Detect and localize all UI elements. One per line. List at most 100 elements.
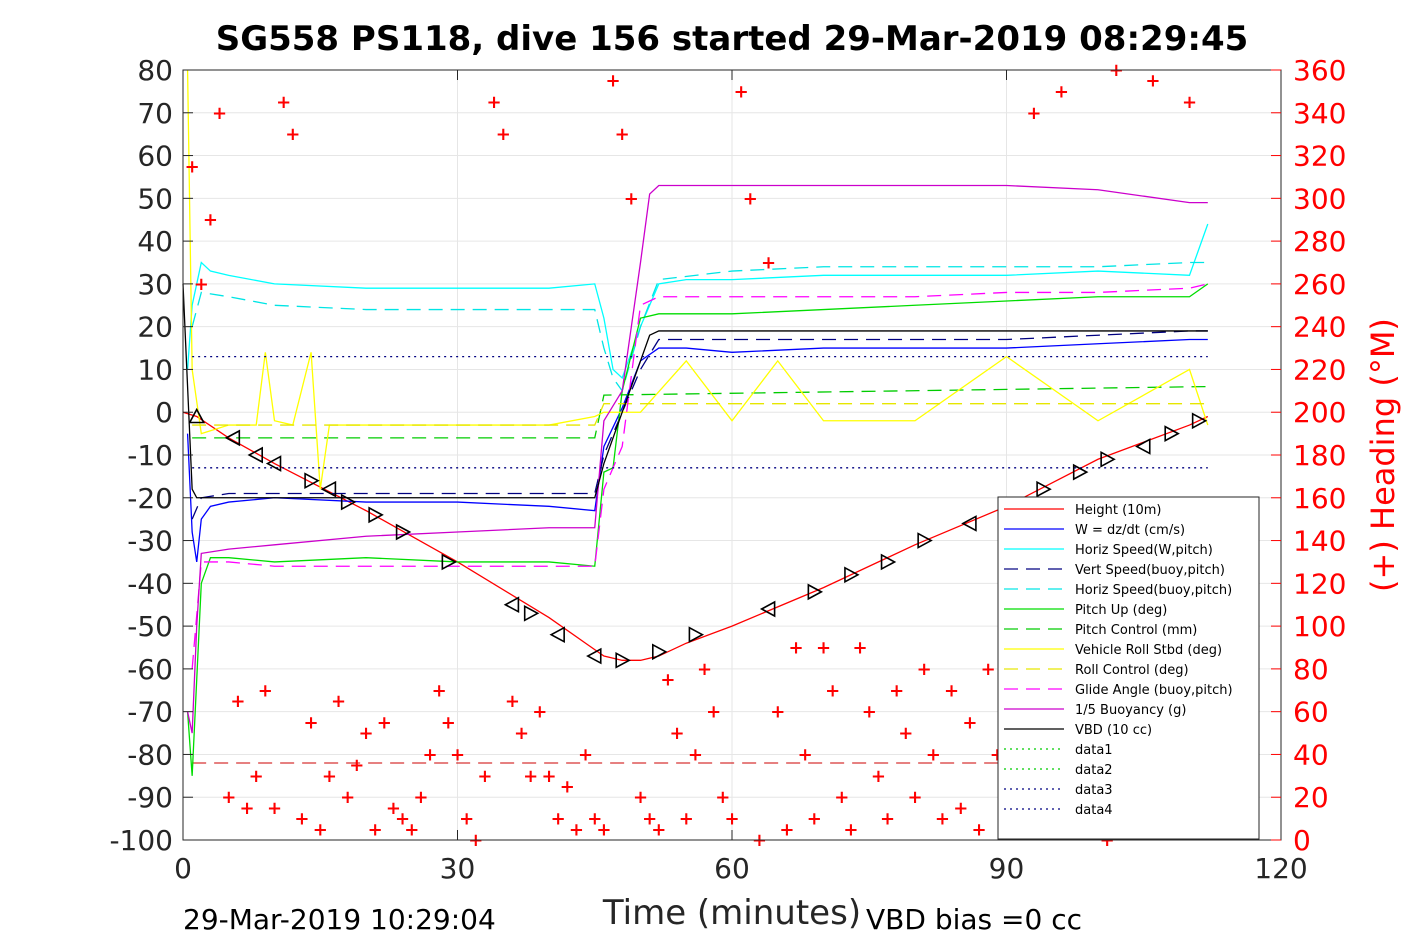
heading-point: + bbox=[972, 819, 987, 840]
y-tick-label: 40 bbox=[137, 225, 173, 258]
series-line-2 bbox=[186, 223, 1209, 380]
y2-tick-label: 180 bbox=[1293, 439, 1346, 472]
series-line-11 bbox=[182, 283, 1208, 499]
heading-point: + bbox=[258, 680, 273, 701]
triangle-marker bbox=[688, 626, 705, 644]
triangle-marker bbox=[188, 407, 206, 424]
heading-point: + bbox=[294, 809, 309, 830]
heading-point: + bbox=[642, 809, 657, 830]
legend-label: data4 bbox=[1075, 803, 1113, 818]
heading-point: + bbox=[1145, 71, 1160, 92]
heading-point: + bbox=[212, 103, 227, 124]
y2-tick-label: 260 bbox=[1293, 268, 1346, 301]
heading-point: + bbox=[194, 274, 209, 295]
triangle-marker bbox=[368, 506, 384, 524]
heading-point: + bbox=[926, 744, 941, 765]
heading-point: + bbox=[843, 819, 858, 840]
series-line-3 bbox=[191, 330, 1208, 520]
heading-point: + bbox=[834, 787, 849, 808]
heading-point: + bbox=[505, 691, 520, 712]
legend-label: Pitch Control (mm) bbox=[1075, 623, 1197, 638]
heading-point: + bbox=[578, 744, 593, 765]
triangle-marker bbox=[759, 600, 776, 618]
heading-point: + bbox=[706, 702, 721, 723]
heading-point: + bbox=[276, 92, 291, 113]
heading-point: + bbox=[304, 712, 319, 733]
heading-point: + bbox=[596, 819, 611, 840]
x-tick-label: 30 bbox=[440, 852, 476, 885]
heading-point: + bbox=[432, 680, 447, 701]
heading-point: + bbox=[285, 124, 300, 145]
x-axis-label: Time (minutes) bbox=[602, 893, 861, 933]
x-tick-label: 0 bbox=[174, 852, 192, 885]
heading-point: + bbox=[606, 71, 621, 92]
y-tick-label: 80 bbox=[137, 54, 173, 87]
triangle-marker bbox=[917, 532, 933, 549]
heading-point: + bbox=[880, 809, 895, 830]
series-line-9 bbox=[191, 283, 1208, 669]
heading-point: + bbox=[935, 809, 950, 830]
heading-point: + bbox=[358, 723, 373, 744]
triangle-marker bbox=[523, 604, 540, 622]
legend-label: Roll Control (deg) bbox=[1075, 663, 1189, 678]
heading-point: + bbox=[761, 253, 776, 274]
triangle-marker bbox=[1164, 425, 1180, 442]
heading-point: + bbox=[230, 691, 245, 712]
heading-point: + bbox=[633, 787, 648, 808]
triangle-marker bbox=[503, 596, 520, 614]
heading-point: + bbox=[724, 809, 739, 830]
heading-point: + bbox=[697, 659, 712, 680]
heading-point: + bbox=[514, 723, 529, 744]
y-tick-label: 0 bbox=[155, 396, 173, 429]
heading-point: + bbox=[898, 723, 913, 744]
legend-label: Horiz Speed(buoy,pitch) bbox=[1075, 583, 1232, 598]
triangle-marker bbox=[1135, 438, 1151, 455]
y-tick-label: -50 bbox=[127, 610, 173, 643]
y2-tick-label: 200 bbox=[1293, 396, 1346, 429]
heading-point: + bbox=[734, 81, 749, 102]
y2-tick-label: 300 bbox=[1293, 182, 1346, 215]
y-tick-label: -60 bbox=[127, 653, 173, 686]
legend-label: data1 bbox=[1075, 743, 1113, 758]
x-tick-label: 120 bbox=[1254, 852, 1307, 885]
y-tick-label: 50 bbox=[137, 182, 173, 215]
x-tick-label: 60 bbox=[714, 852, 750, 885]
y-tick-label: -40 bbox=[127, 567, 173, 600]
heading-point: + bbox=[423, 744, 438, 765]
heading-point: + bbox=[862, 702, 877, 723]
heading-point: + bbox=[560, 777, 575, 798]
heading-point: + bbox=[496, 124, 511, 145]
heading-point: + bbox=[944, 680, 959, 701]
triangle-marker bbox=[224, 429, 241, 447]
triangle-marker bbox=[549, 626, 565, 644]
legend-label: W = dz/dt (cm/s) bbox=[1075, 523, 1185, 538]
y2-tick-label: 240 bbox=[1293, 311, 1346, 344]
legend-box bbox=[997, 496, 1260, 840]
heading-point: + bbox=[404, 819, 419, 840]
triangle-marker bbox=[1191, 412, 1208, 430]
heading-point: + bbox=[413, 787, 428, 808]
y-tick-label: -70 bbox=[127, 696, 173, 729]
heading-point: + bbox=[386, 798, 401, 819]
triangle-marker bbox=[586, 647, 602, 665]
heading-point: + bbox=[240, 798, 255, 819]
heading-point: + bbox=[249, 766, 264, 787]
y-tick-label: -30 bbox=[127, 525, 173, 558]
heading-point: + bbox=[962, 712, 977, 733]
triangle-marker bbox=[340, 493, 357, 511]
legend-label: VBD (10 cc) bbox=[1075, 723, 1152, 738]
heading-point: + bbox=[779, 819, 794, 840]
footer-vbd-bias: VBD bias =0 cc bbox=[866, 903, 1082, 936]
y2-tick-label: 40 bbox=[1293, 738, 1329, 771]
triangle-marker bbox=[807, 583, 824, 601]
heading-point: + bbox=[541, 766, 556, 787]
y2-axis-label: (+) Heading (°M) bbox=[1364, 318, 1402, 592]
heading-point: + bbox=[798, 744, 813, 765]
y2-tick-label: 100 bbox=[1293, 610, 1346, 643]
heading-point: + bbox=[459, 809, 474, 830]
heading-point: + bbox=[368, 819, 383, 840]
heading-point: + bbox=[441, 712, 456, 733]
triangle-marker bbox=[247, 446, 264, 464]
series-line-8 bbox=[192, 403, 1208, 426]
